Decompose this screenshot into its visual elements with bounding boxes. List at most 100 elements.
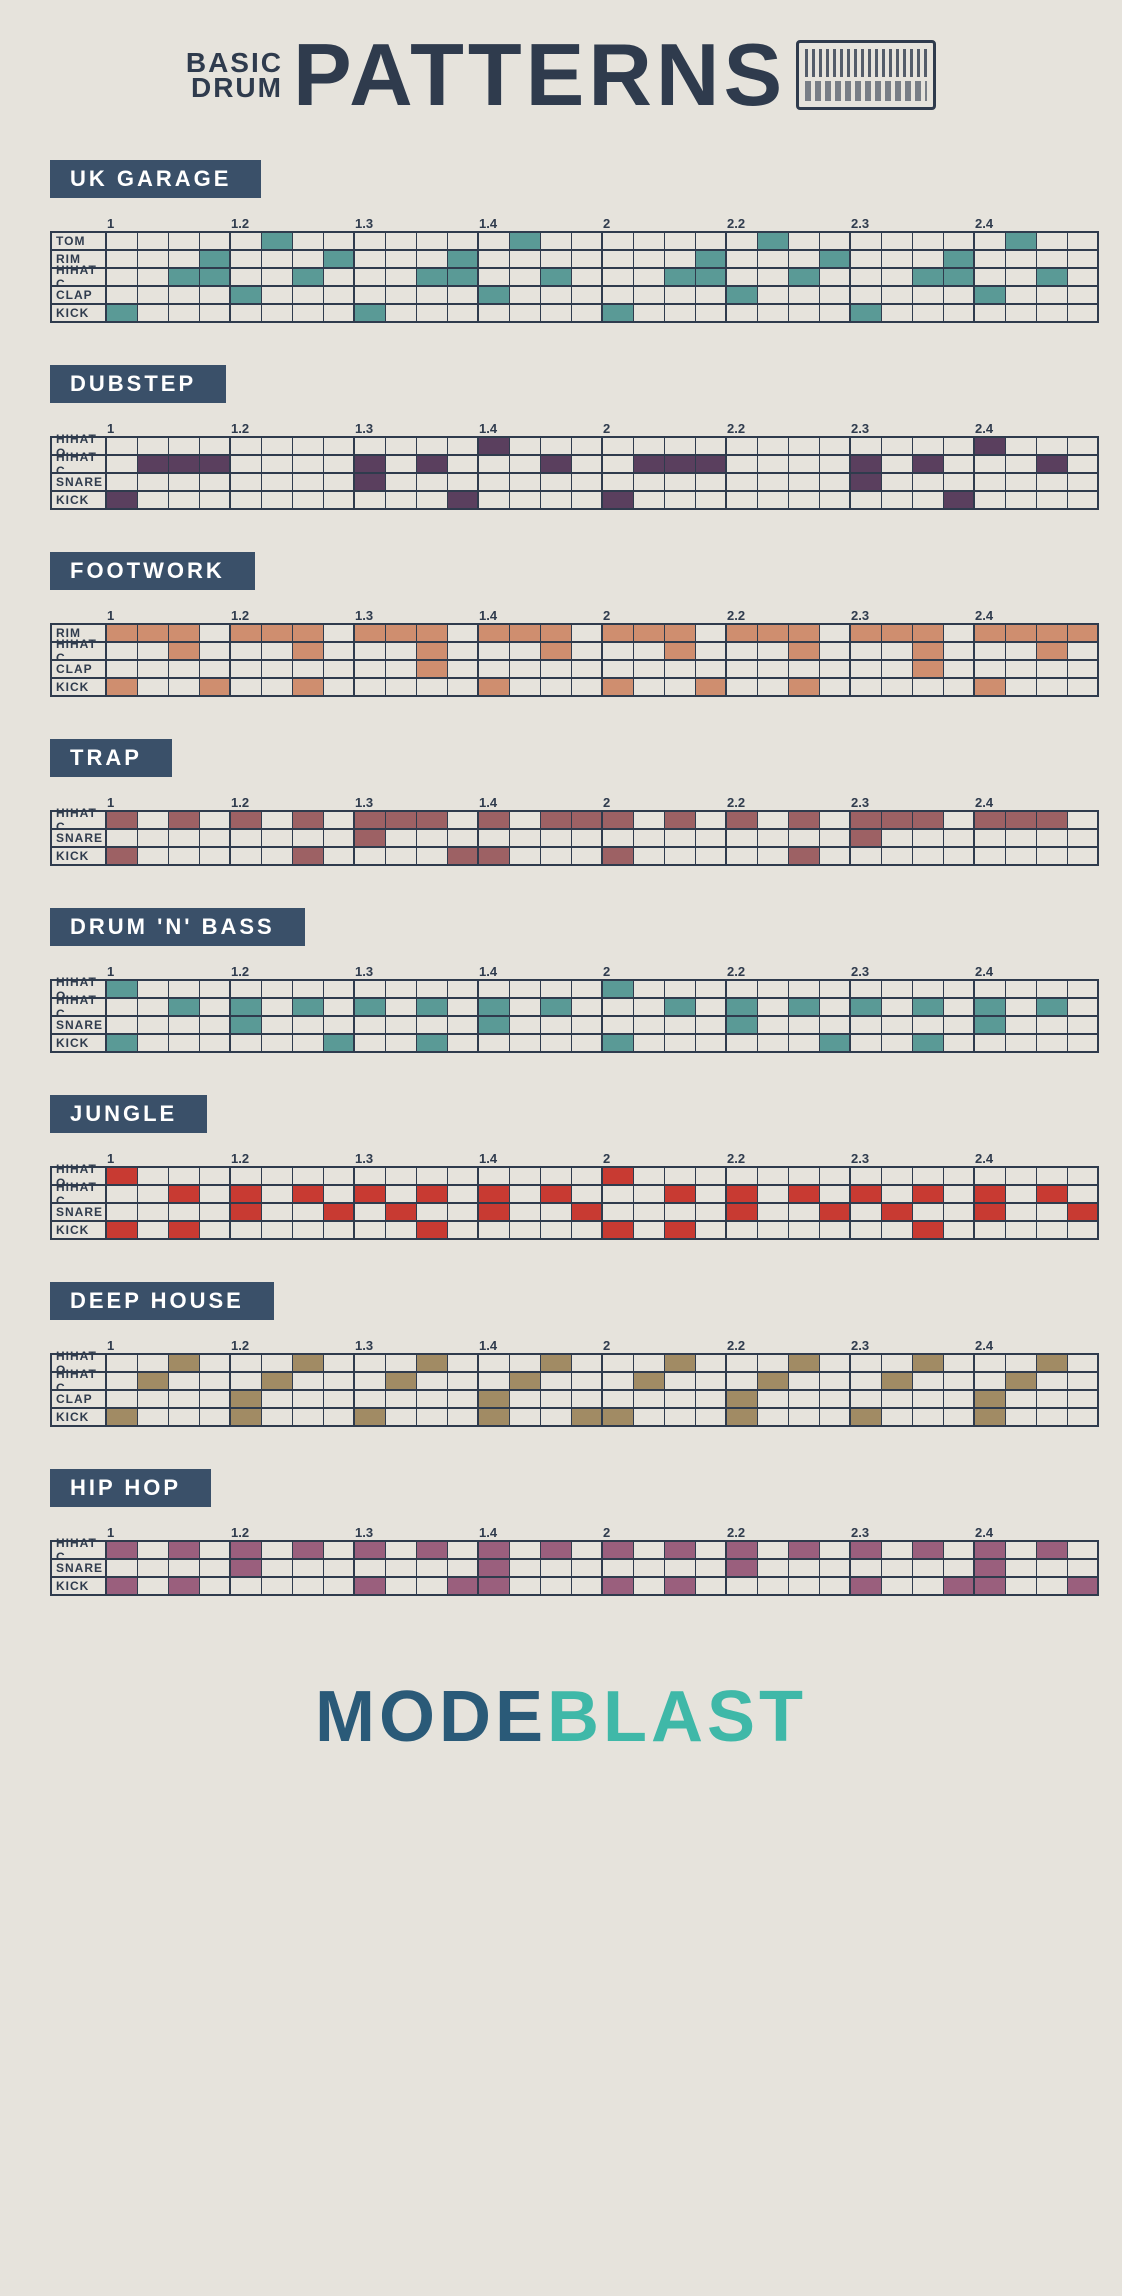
step-cell (541, 1391, 572, 1409)
step-cell (541, 999, 572, 1017)
row-label: SNARE (52, 1017, 107, 1035)
timeline-label: 2.3 (849, 421, 973, 436)
step-cell (696, 1222, 727, 1240)
step-cell (603, 1168, 634, 1186)
step-cell (944, 1035, 975, 1053)
step-cell (138, 233, 169, 251)
step-cell (169, 1204, 200, 1222)
step-cell (355, 625, 386, 643)
step-cell (293, 1222, 324, 1240)
step-cell (200, 679, 231, 697)
step-cell (758, 1035, 789, 1053)
step-cell (262, 1391, 293, 1409)
step-cell (944, 456, 975, 474)
step-cell (417, 233, 448, 251)
step-cell (696, 1168, 727, 1186)
step-cell (510, 999, 541, 1017)
step-cell (262, 848, 293, 866)
step-cell (107, 830, 138, 848)
step-cell (541, 474, 572, 492)
pattern-row: HIHAT O (52, 1168, 1099, 1186)
step-cell (448, 1017, 479, 1035)
step-cell (262, 492, 293, 510)
genre-section: Hip Hop11.21.31.422.22.32.4HIHAT CSNAREK… (30, 1469, 1092, 1596)
footer-part2: BLAST (547, 1677, 807, 1757)
step-cell (634, 643, 665, 661)
step-cell (1068, 1017, 1099, 1035)
step-cell (944, 1355, 975, 1373)
step-cell (913, 1409, 944, 1427)
row-label: SNARE (52, 1560, 107, 1578)
step-cell (944, 287, 975, 305)
step-cell (789, 251, 820, 269)
step-cell (107, 679, 138, 697)
step-cell (851, 643, 882, 661)
step-cell (603, 625, 634, 643)
step-cell (138, 625, 169, 643)
step-cell (696, 981, 727, 999)
timeline: 11.21.31.422.22.32.4 (105, 421, 1092, 436)
step-cell (417, 661, 448, 679)
step-cell (107, 1355, 138, 1373)
pattern-row: KICK (52, 492, 1099, 510)
step-cell (138, 1204, 169, 1222)
step-cell (634, 661, 665, 679)
row-label: CLAP (52, 287, 107, 305)
step-cell (975, 1409, 1006, 1427)
step-cell (417, 812, 448, 830)
step-cell (510, 1017, 541, 1035)
pattern-row: RIM (52, 251, 1099, 269)
step-cell (479, 233, 510, 251)
step-cell (882, 1542, 913, 1560)
step-cell (572, 1222, 603, 1240)
step-cell (820, 287, 851, 305)
header-title: PATTERNS (293, 40, 786, 110)
step-cell (820, 1560, 851, 1578)
step-cell (975, 474, 1006, 492)
step-cell (696, 1186, 727, 1204)
step-cell (541, 492, 572, 510)
step-cell (479, 1204, 510, 1222)
step-cell (293, 492, 324, 510)
step-cell (1068, 456, 1099, 474)
timeline: 11.21.31.422.22.32.4 (105, 1338, 1092, 1353)
step-cell (417, 981, 448, 999)
step-cell (820, 1168, 851, 1186)
step-cell (169, 661, 200, 679)
step-cell (665, 1355, 696, 1373)
step-cell (262, 305, 293, 323)
step-cell (417, 1355, 448, 1373)
step-cell (169, 1035, 200, 1053)
step-cell (665, 1168, 696, 1186)
step-cell (355, 1035, 386, 1053)
step-cell (882, 625, 913, 643)
step-cell (944, 1017, 975, 1035)
step-cell (665, 1035, 696, 1053)
step-cell (200, 999, 231, 1017)
timeline: 11.21.31.422.22.32.4 (105, 795, 1092, 810)
row-label: CLAP (52, 1391, 107, 1409)
step-cell (169, 848, 200, 866)
step-cell (696, 848, 727, 866)
footer-logo: MODEBLAST (30, 1676, 1092, 1758)
step-cell (820, 1355, 851, 1373)
step-cell (572, 287, 603, 305)
step-cell (851, 848, 882, 866)
step-cell (603, 1017, 634, 1035)
step-cell (107, 1222, 138, 1240)
step-cell (107, 492, 138, 510)
step-cell (1006, 1373, 1037, 1391)
step-cell (758, 456, 789, 474)
step-cell (1006, 981, 1037, 999)
step-cell (944, 492, 975, 510)
step-cell (107, 1017, 138, 1035)
step-cell (324, 981, 355, 999)
step-cell (169, 643, 200, 661)
row-label: HIHAT C (52, 1186, 107, 1204)
step-cell (169, 438, 200, 456)
step-cell (727, 1186, 758, 1204)
step-cell (851, 1186, 882, 1204)
step-cell (665, 643, 696, 661)
step-cell (510, 661, 541, 679)
step-cell (138, 1409, 169, 1427)
